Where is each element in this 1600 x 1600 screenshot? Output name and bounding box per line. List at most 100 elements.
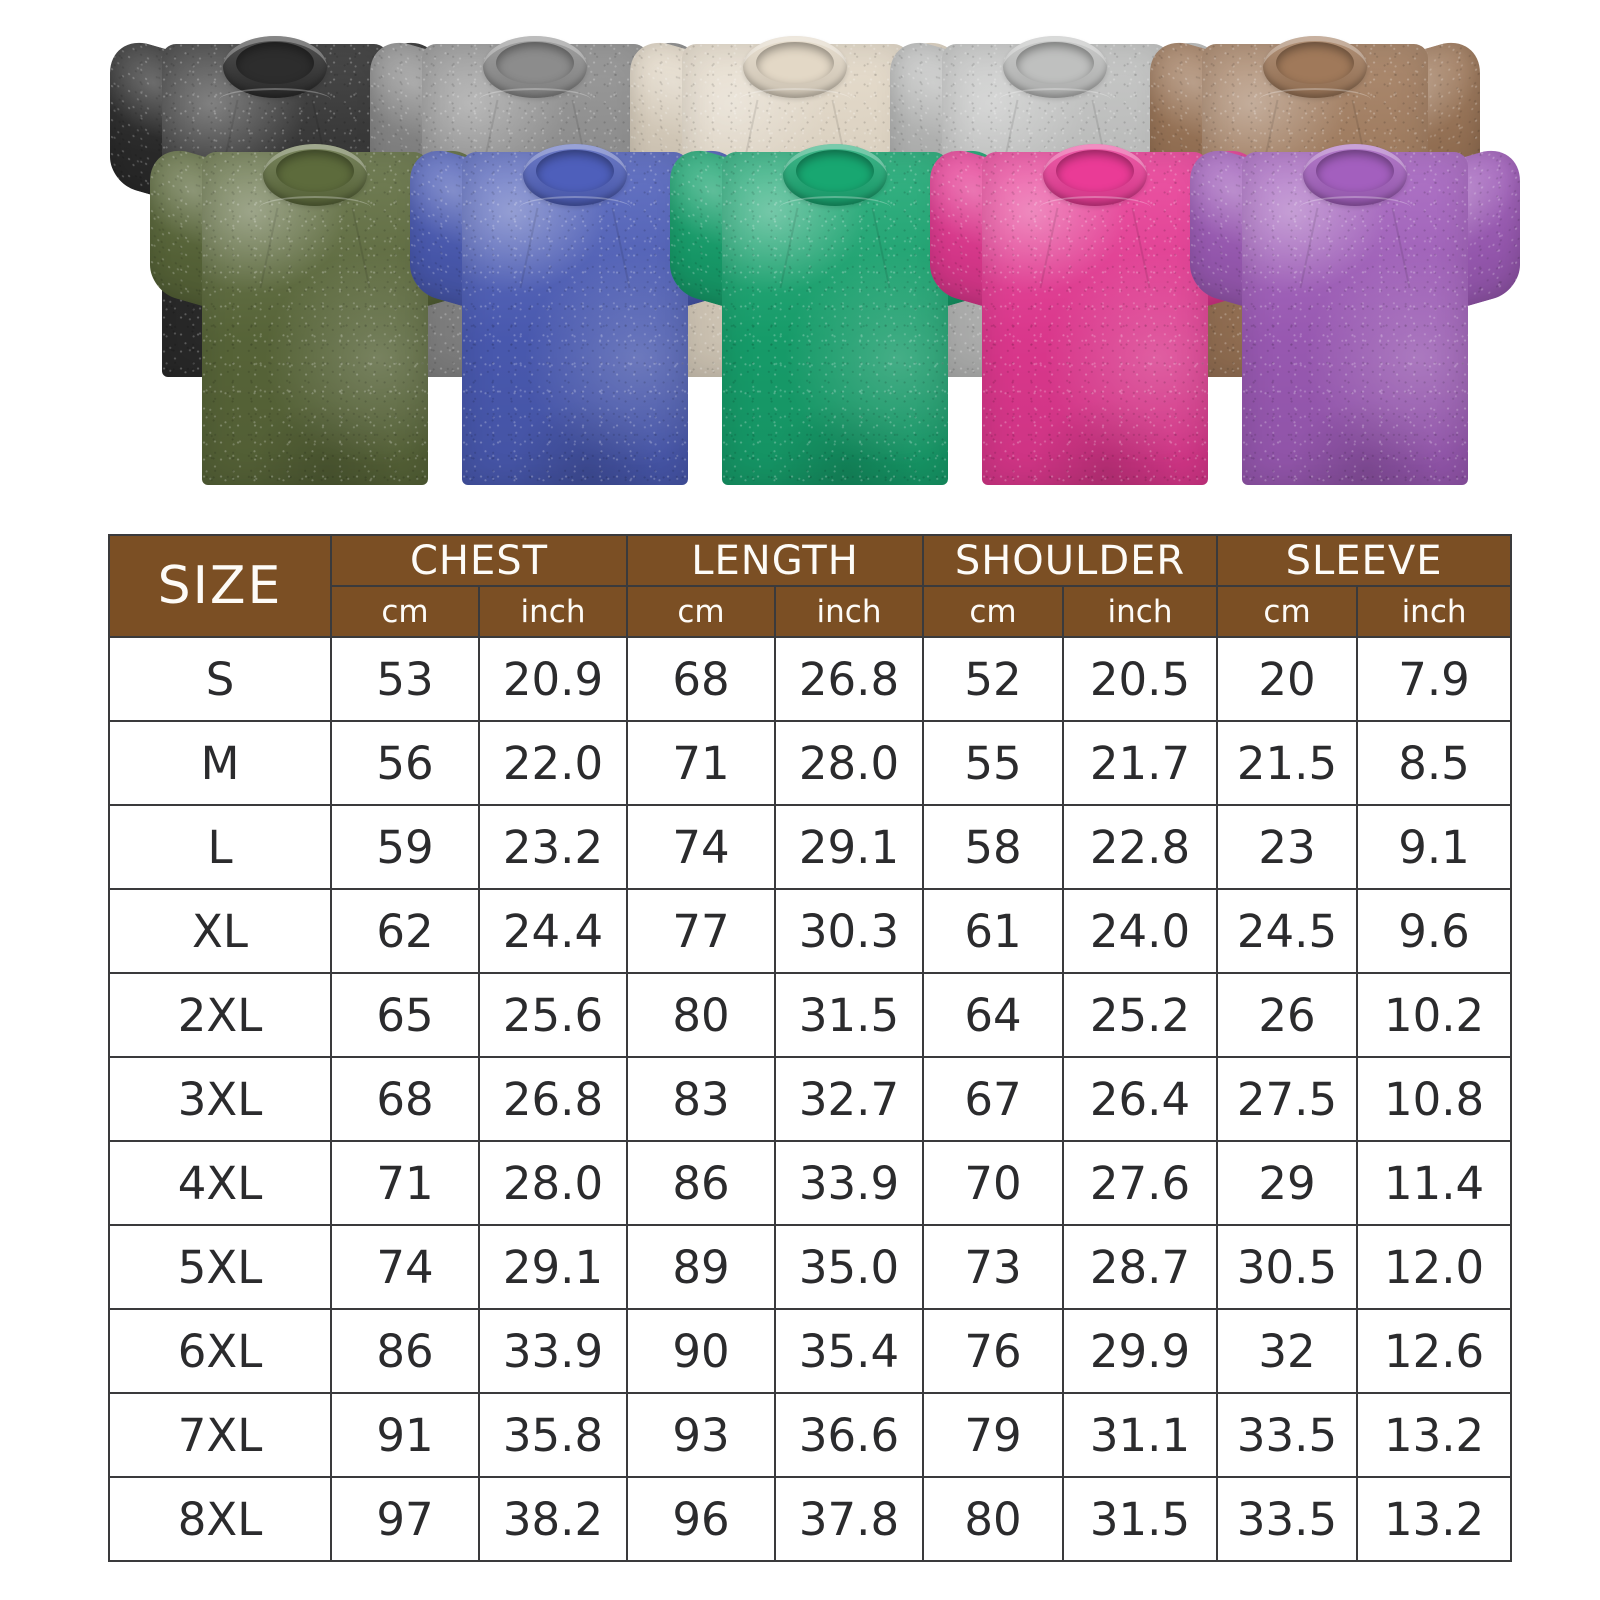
cell-length-in: 33.9 (774, 1140, 925, 1226)
cell-chest-in: 23.2 (477, 804, 629, 890)
cell-shoulder-cm: 67 (922, 1056, 1065, 1142)
cell-size: M (108, 720, 332, 806)
cell-sleeve-in: 12.0 (1356, 1224, 1513, 1310)
shoulder-seam-left (259, 207, 279, 289)
header-length-cm: cm (626, 585, 777, 638)
cell-chest-in: 38.2 (477, 1476, 629, 1562)
cell-sleeve-cm: 33.5 (1216, 1392, 1359, 1478)
cell-sleeve-cm: 20 (1216, 636, 1359, 722)
cell-sleeve-in: 9.1 (1356, 804, 1513, 890)
cell-sleeve-in: 10.2 (1356, 972, 1513, 1058)
tshirt-collar-inner (236, 42, 314, 84)
cell-shoulder-cm: 52 (922, 636, 1065, 722)
cell-shoulder-cm: 64 (922, 972, 1065, 1058)
cell-length-cm: 71 (626, 720, 777, 806)
cell-chest-cm: 65 (330, 972, 480, 1058)
cell-sleeve-in: 7.9 (1356, 636, 1513, 722)
shoulder-seam-right (611, 207, 631, 289)
cell-sleeve-cm: 24.5 (1216, 888, 1359, 974)
header-chest: CHEST (329, 534, 629, 587)
cell-chest-cm: 59 (330, 804, 480, 890)
cell-sleeve-cm: 27.5 (1216, 1056, 1359, 1142)
cell-shoulder-in: 31.1 (1062, 1392, 1219, 1478)
size-chart-container: SIZE CHEST LENGTH SHOULDER SLEEVE cm inc… (108, 534, 1513, 1562)
product-gallery (0, 0, 1600, 500)
tshirt-neck-stitch (739, 88, 851, 112)
shoulder-seam-right (1131, 207, 1151, 289)
cell-size: XL (108, 888, 332, 974)
cell-sleeve-in: 11.4 (1356, 1140, 1513, 1226)
tshirt-swatch-blue[interactable] (410, 130, 740, 485)
cell-sleeve-in: 13.2 (1356, 1392, 1513, 1478)
tshirt-neck-stitch (519, 196, 631, 220)
tshirt-collar-inner (796, 150, 874, 192)
tshirt-neck-stitch (999, 88, 1111, 112)
cell-shoulder-in: 20.5 (1062, 636, 1219, 722)
header-sleeve-inch: inch (1356, 585, 1513, 638)
cell-shoulder-in: 28.7 (1062, 1224, 1219, 1310)
cell-length-in: 28.0 (774, 720, 925, 806)
cell-shoulder-cm: 80 (922, 1476, 1065, 1562)
cell-length-in: 37.8 (774, 1476, 925, 1562)
cell-chest-in: 26.8 (477, 1056, 629, 1142)
tshirt-swatch-purple[interactable] (1190, 130, 1520, 485)
tshirt-swatch-hot-pink[interactable] (930, 130, 1260, 485)
cell-sleeve-cm: 32 (1216, 1308, 1359, 1394)
cell-chest-in: 25.6 (477, 972, 629, 1058)
cell-length-in: 36.6 (774, 1392, 925, 1478)
cell-length-cm: 74 (626, 804, 777, 890)
cell-chest-in: 35.8 (477, 1392, 629, 1478)
cell-sleeve-in: 13.2 (1356, 1476, 1513, 1562)
cell-shoulder-cm: 73 (922, 1224, 1065, 1310)
cell-size: 5XL (108, 1224, 332, 1310)
tshirt-neck-stitch (219, 88, 331, 112)
cell-size: 3XL (108, 1056, 332, 1142)
header-size: SIZE (108, 534, 332, 638)
cell-sleeve-cm: 26 (1216, 972, 1359, 1058)
cell-length-cm: 89 (626, 1224, 777, 1310)
cell-shoulder-in: 24.0 (1062, 888, 1219, 974)
cell-chest-in: 20.9 (477, 636, 629, 722)
cell-length-in: 30.3 (774, 888, 925, 974)
size-chart-row: 6XL 86 33.9 90 35.4 76 29.9 32 12.6 (108, 1308, 1513, 1394)
cell-sleeve-in: 10.8 (1356, 1056, 1513, 1142)
cell-shoulder-cm: 79 (922, 1392, 1065, 1478)
cell-length-in: 35.0 (774, 1224, 925, 1310)
tshirt-swatch-green[interactable] (670, 130, 1000, 485)
cell-chest-in: 33.9 (477, 1308, 629, 1394)
cell-length-in: 29.1 (774, 804, 925, 890)
cell-length-cm: 93 (626, 1392, 777, 1478)
cell-length-cm: 68 (626, 636, 777, 722)
cell-sleeve-cm: 21.5 (1216, 720, 1359, 806)
header-chest-inch: inch (477, 585, 629, 638)
cell-sleeve-in: 8.5 (1356, 720, 1513, 806)
cell-shoulder-cm: 70 (922, 1140, 1065, 1226)
shoulder-seam-right (871, 207, 891, 289)
cell-length-cm: 96 (626, 1476, 777, 1562)
cell-shoulder-in: 22.8 (1062, 804, 1219, 890)
cell-length-in: 35.4 (774, 1308, 925, 1394)
cell-size: 8XL (108, 1476, 332, 1562)
tshirt-collar-inner (1276, 42, 1354, 84)
cell-chest-cm: 68 (330, 1056, 480, 1142)
cell-sleeve-cm: 33.5 (1216, 1476, 1359, 1562)
size-chart-header: SIZE CHEST LENGTH SHOULDER SLEEVE cm inc… (108, 534, 1513, 638)
tshirt-neck-stitch (779, 196, 891, 220)
cell-length-cm: 77 (626, 888, 777, 974)
tshirt-collar-inner (496, 42, 574, 84)
tshirt-swatch-army-green[interactable] (150, 130, 480, 485)
cell-length-in: 26.8 (774, 636, 925, 722)
cell-chest-in: 24.4 (477, 888, 629, 974)
cell-shoulder-cm: 55 (922, 720, 1065, 806)
size-chart-row: 4XL 71 28.0 86 33.9 70 27.6 29 11.4 (108, 1140, 1513, 1226)
cell-chest-cm: 56 (330, 720, 480, 806)
cell-sleeve-in: 9.6 (1356, 888, 1513, 974)
cell-size: S (108, 636, 332, 722)
cell-size: L (108, 804, 332, 890)
cell-chest-cm: 97 (330, 1476, 480, 1562)
cell-shoulder-cm: 76 (922, 1308, 1065, 1394)
header-shoulder-cm: cm (922, 585, 1065, 638)
cell-length-cm: 86 (626, 1140, 777, 1226)
cell-shoulder-in: 25.2 (1062, 972, 1219, 1058)
tshirt-collar-inner (1016, 42, 1094, 84)
